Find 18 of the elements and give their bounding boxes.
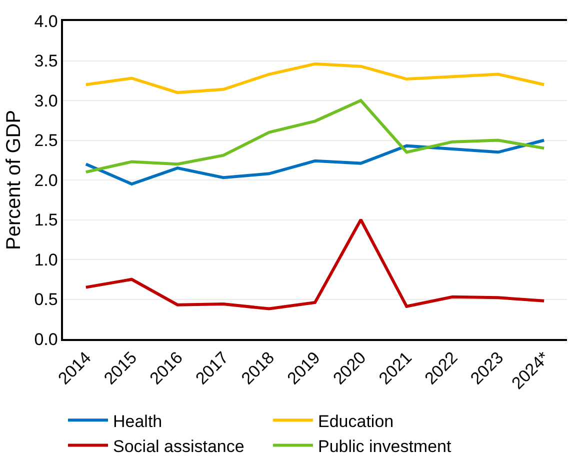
y-tick-label: 0.5: [34, 290, 58, 310]
y-tick-label: 4.0: [34, 12, 58, 31]
y-tick-label: 3.0: [34, 91, 58, 110]
legend-label: Health: [113, 412, 162, 431]
y-tick-label: 1.5: [34, 210, 58, 230]
y-axis-title: Percent of GDP: [3, 110, 26, 250]
y-tick-label: 2.0: [34, 170, 58, 190]
y-tick-label: 0.0: [34, 330, 58, 349]
y-tick-label: 1.0: [34, 250, 58, 270]
legend-label: Public investment: [318, 436, 452, 456]
line-series: [84, 138, 546, 186]
line-series: [84, 62, 546, 94]
legend-label: Education: [318, 412, 394, 431]
y-tick-label: 3.5: [34, 52, 58, 71]
legend-label: Social assistance: [113, 436, 244, 456]
y-tick-label: 2.5: [34, 131, 58, 150]
line-series: [84, 218, 546, 310]
line-series: [84, 99, 546, 174]
